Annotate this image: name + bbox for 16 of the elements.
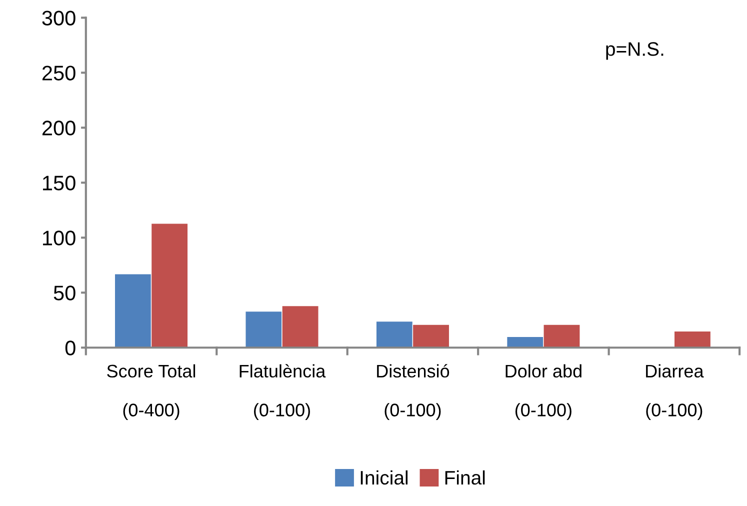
legend-label: Inicial [360,470,408,485]
y-tick-label: 100 [43,230,76,246]
category-label: Dolor abd (0-100) [506,364,582,420]
y-tick-label: 250 [42,66,76,80]
annotation: p=N.S. [606,42,664,60]
y-tick-label: 200 [42,120,76,136]
y-tick-label: 150 [43,176,76,190]
category-label: Diarrea (0-100) [646,364,704,420]
y-tick-label: 0 [65,340,76,356]
category-label: Distensió (0-100) [377,364,450,420]
legend-label: Final [445,470,485,485]
bar [674,330,712,348]
y-tick-label: 300 [42,10,76,26]
category-label: Flatulència (0-100) [240,364,326,420]
y-tick-label: 50 [54,286,76,300]
category-label: Score Total (0-400) [107,364,196,420]
